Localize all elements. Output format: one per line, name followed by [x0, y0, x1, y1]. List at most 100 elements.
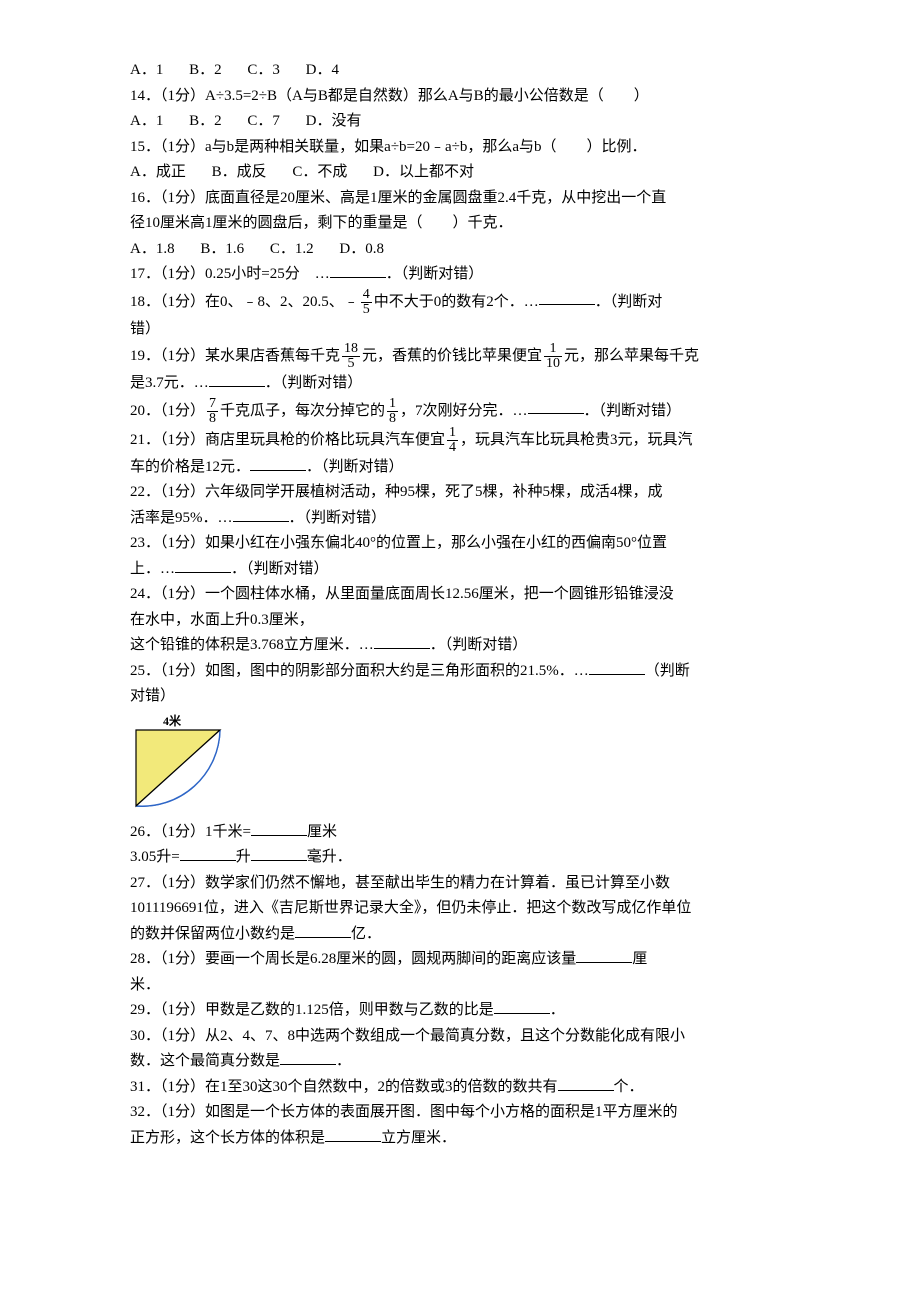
q16-stem-1: 16．（1分）底面直径是20厘米、高是1厘米的金属圆盘重2.4千克，从中挖出一个…	[130, 186, 810, 212]
q17: 17．（1分）0.25小时=25分 …．（判断对错）	[130, 262, 810, 288]
q22-c: ．（判断对错）	[289, 510, 387, 526]
q23-line1: 23．（1分）如果小红在小强东偏北40°的位置上，那么小强在小红的西偏南50°位…	[130, 531, 810, 557]
q26-d: 升	[236, 849, 251, 865]
q24-c: 这个铅锥的体积是3.768立方厘米．…	[130, 637, 374, 653]
q16-opt-a: A．1.8	[130, 241, 175, 257]
q21-frac: 14	[447, 426, 458, 455]
q14-opt-b: B．2	[189, 113, 222, 129]
q22-line2: 活率是95%．…．（判断对错）	[130, 506, 810, 532]
q19-a: 19．（1分）某水果店香蕉每千克	[130, 348, 340, 364]
q24-line2: 在水中，水面上升0.3厘米，	[130, 608, 810, 634]
q14-stem: 14．（1分）A÷3.5=2÷B（A与B都是自然数）那么A与B的最小公倍数是（ …	[130, 84, 810, 110]
q21-blank[interactable]	[250, 455, 306, 471]
q14-options: A．1 B．2 C．7 D．没有	[130, 109, 810, 135]
q21-b: ，玩具汽车比玩具枪贵3元，玩具汽	[460, 431, 693, 447]
q25-line2: 对错）	[130, 684, 810, 710]
q26-b: 厘米	[307, 824, 337, 840]
q32-blank[interactable]	[325, 1126, 381, 1142]
q27-line2: 1011196691位，进入《吉尼斯世界记录大全》，但仍未停止．把这个数改写成亿…	[130, 896, 810, 922]
q27-blank[interactable]	[295, 922, 351, 938]
q32-c: 立方厘米．	[381, 1130, 456, 1146]
q32-line2: 正方形，这个长方体的体积是 立方厘米．	[130, 1126, 810, 1152]
q31-a: 31．（1分）在1至30这30个自然数中，2的倍数或3的倍数的数共有	[130, 1079, 558, 1095]
q28-line2: 米．	[130, 973, 810, 999]
q18-b: 中不大于0的数有2个．…	[374, 293, 539, 309]
q31-b: 个．	[614, 1079, 644, 1095]
q25-line1: 25．（1分）如图，图中的阴影部分面积大约是三角形面积的21.5%．…（判断	[130, 659, 810, 685]
q20-c: ，7次刚好分完．…	[400, 402, 528, 418]
q21-a: 21．（1分）商店里玩具枪的价格比玩具汽车便宜	[130, 431, 445, 447]
q26-blank3[interactable]	[251, 845, 307, 861]
q19-frac2: 110	[544, 342, 562, 371]
q14-opt-c: C．7	[247, 113, 280, 129]
q28-blank[interactable]	[576, 947, 632, 963]
q24-blank[interactable]	[374, 633, 430, 649]
q13-opt-c: C．3	[247, 62, 280, 78]
q26-a: 26．（1分）1千米=	[130, 824, 251, 840]
q21-line1: 21．（1分）商店里玩具枪的价格比玩具汽车便宜14，玩具汽车比玩具枪贵3元，玩具…	[130, 426, 810, 455]
q26-blank2[interactable]	[180, 845, 236, 861]
q15-opt-c: C．不成	[292, 164, 347, 180]
q29-b: ．	[550, 1002, 565, 1018]
q19-e: ．（判断对错）	[265, 375, 363, 391]
q13-options: A．1 B．2 C．3 D．4	[130, 58, 810, 84]
q30-b: 数．这个最简真分数是	[130, 1053, 280, 1069]
q20-d: ．（判断对错）	[584, 402, 682, 418]
q19-frac1: 185	[342, 342, 360, 371]
q26-e: 毫升．	[307, 849, 352, 865]
q26-c: 3.05升=	[130, 849, 180, 865]
q13-opt-a: A．1	[130, 62, 163, 78]
q29-a: 29．（1分）甲数是乙数的1.125倍，则甲数与乙数的比是	[130, 1002, 494, 1018]
q15-opt-a: A．成正	[130, 164, 186, 180]
q20-a: 20．（1分）	[130, 402, 205, 418]
q25-a: 25．（1分）如图，图中的阴影部分面积大约是三角形面积的21.5%．…	[130, 663, 589, 679]
q23-blank[interactable]	[175, 557, 231, 573]
q18-blank[interactable]	[539, 289, 595, 305]
q30-line1: 30．（1分）从2、4、7、8中选两个数组成一个最简真分数，且这个分数能化成有限…	[130, 1024, 810, 1050]
q23-b: 上．…	[130, 561, 175, 577]
q26-blank1[interactable]	[251, 820, 307, 836]
q24-line1: 24．（1分）一个圆柱体水桶，从里面量底面周长12.56厘米，把一个圆锥形铅锥浸…	[130, 582, 810, 608]
q32-b: 正方形，这个长方体的体积是	[130, 1130, 325, 1146]
q19-line2: 是3.7元．… ．（判断对错）	[130, 371, 810, 397]
q15-options: A．成正 B．成反 C．不成 D．以上都不对	[130, 160, 810, 186]
q18-a: 18．（1分）在0、﹣8、2、20.5、﹣	[130, 293, 359, 309]
q19-blank[interactable]	[209, 371, 265, 387]
q29-blank[interactable]	[494, 998, 550, 1014]
q19-c: 元，那么苹果每千克	[564, 348, 699, 364]
q28-b: 厘	[632, 951, 647, 967]
q16-opt-d: D．0.8	[339, 241, 384, 257]
q16-opt-c: C．1.2	[270, 241, 314, 257]
q19-line1: 19．（1分）某水果店香蕉每千克185元，香蕉的价钱比苹果便宜110元，那么苹果…	[130, 342, 810, 371]
q20-blank[interactable]	[528, 398, 584, 414]
q22-blank[interactable]	[233, 506, 289, 522]
q30-blank[interactable]	[280, 1049, 336, 1065]
q21-e: ．（判断对错）	[306, 459, 404, 475]
q16-opt-b: B．1.6	[200, 241, 244, 257]
q15-opt-d: D．以上都不对	[373, 164, 474, 180]
q25-fig-label: 4米	[163, 714, 182, 728]
q24-line3: 这个铅锥的体积是3.768立方厘米．… ．（判断对错）	[130, 633, 810, 659]
q27-d: 亿．	[351, 926, 381, 942]
q15-opt-b: B．成反	[212, 164, 267, 180]
q27-line1: 27．（1分）数学家们仍然不懈地，甚至献出毕生的精力在计算着．虽已计算至小数	[130, 871, 810, 897]
q30-line2: 数．这个最简真分数是．	[130, 1049, 810, 1075]
q18-c: ．（判断对	[595, 293, 663, 309]
q17-b: ．（判断对错）	[386, 266, 484, 282]
q19-d: 是3.7元．…	[130, 375, 209, 391]
q26-line2: 3.05升= 升 毫升．	[130, 845, 810, 871]
q26-line1: 26．（1分）1千米= 厘米	[130, 820, 810, 846]
q25-blank[interactable]	[589, 659, 645, 675]
q18-frac: 45	[361, 288, 372, 317]
q18-line2: 错）	[130, 317, 810, 343]
q31-blank[interactable]	[558, 1075, 614, 1091]
q24-d: ．（判断对错）	[430, 637, 528, 653]
q28-line1: 28．（1分）要画一个周长是6.28厘米的圆，圆规两脚间的距离应该量 厘	[130, 947, 810, 973]
q16-stem-2: 径10厘米高1厘米的圆盘后，剩下的重量是（ ）千克．	[130, 211, 810, 237]
q20: 20．（1分）78千克瓜子，每次分掉它的18，7次刚好分完．…．（判断对错）	[130, 397, 810, 426]
q23-line2: 上．…．（判断对错）	[130, 557, 810, 583]
q31: 31．（1分）在1至30这30个自然数中，2的倍数或3的倍数的数共有 个．	[130, 1075, 810, 1101]
q28-a: 28．（1分）要画一个周长是6.28厘米的圆，圆规两脚间的距离应该量	[130, 951, 576, 967]
q17-blank[interactable]	[330, 262, 386, 278]
q22-line1: 22．（1分）六年级同学开展植树活动，种95棵，死了5棵，补种5棵，成活4棵，成	[130, 480, 810, 506]
